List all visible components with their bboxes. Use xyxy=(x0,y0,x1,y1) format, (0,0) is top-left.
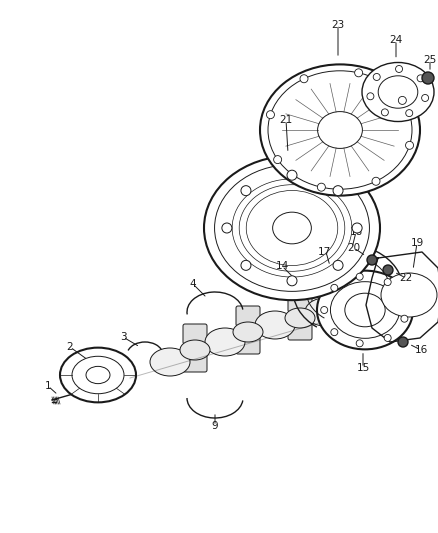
Text: 3: 3 xyxy=(120,332,126,342)
Circle shape xyxy=(355,69,363,77)
Ellipse shape xyxy=(233,322,263,342)
Ellipse shape xyxy=(272,212,311,244)
Ellipse shape xyxy=(285,308,315,328)
FancyBboxPatch shape xyxy=(236,334,260,354)
Circle shape xyxy=(401,315,408,322)
Circle shape xyxy=(318,183,325,191)
Ellipse shape xyxy=(246,190,338,265)
Circle shape xyxy=(384,279,391,286)
Circle shape xyxy=(422,72,434,84)
Polygon shape xyxy=(309,67,371,83)
Text: 17: 17 xyxy=(318,247,331,257)
Ellipse shape xyxy=(215,165,369,292)
Circle shape xyxy=(331,284,338,292)
FancyBboxPatch shape xyxy=(236,306,260,326)
Circle shape xyxy=(406,110,413,117)
Text: 9: 9 xyxy=(212,421,218,431)
Circle shape xyxy=(422,94,429,101)
Ellipse shape xyxy=(260,64,420,196)
Circle shape xyxy=(398,337,408,347)
Circle shape xyxy=(383,265,393,275)
Ellipse shape xyxy=(330,281,399,338)
Circle shape xyxy=(381,109,389,116)
Text: 21: 21 xyxy=(279,115,293,125)
Circle shape xyxy=(367,255,377,265)
Ellipse shape xyxy=(355,286,395,314)
Ellipse shape xyxy=(345,293,385,327)
Ellipse shape xyxy=(381,273,437,317)
Text: 20: 20 xyxy=(347,243,360,253)
Text: 15: 15 xyxy=(357,363,370,373)
Polygon shape xyxy=(375,132,406,175)
Text: 1: 1 xyxy=(45,381,51,391)
Ellipse shape xyxy=(72,356,124,394)
Ellipse shape xyxy=(255,311,295,339)
Ellipse shape xyxy=(337,296,367,316)
Circle shape xyxy=(241,185,251,196)
Text: 19: 19 xyxy=(410,238,424,248)
Circle shape xyxy=(372,177,380,185)
Circle shape xyxy=(300,75,308,83)
Text: 23: 23 xyxy=(332,20,345,30)
Ellipse shape xyxy=(378,76,418,108)
FancyBboxPatch shape xyxy=(340,308,364,328)
Circle shape xyxy=(266,111,275,119)
Ellipse shape xyxy=(150,348,190,376)
Text: 16: 16 xyxy=(414,345,427,355)
Polygon shape xyxy=(273,132,305,175)
FancyBboxPatch shape xyxy=(183,324,207,344)
Ellipse shape xyxy=(204,156,380,300)
Circle shape xyxy=(398,96,406,104)
FancyBboxPatch shape xyxy=(288,320,312,340)
Circle shape xyxy=(287,276,297,286)
Ellipse shape xyxy=(205,328,245,356)
Ellipse shape xyxy=(317,271,413,349)
Circle shape xyxy=(274,156,282,164)
Circle shape xyxy=(406,141,413,149)
Circle shape xyxy=(396,66,403,72)
FancyBboxPatch shape xyxy=(340,280,364,300)
Text: 4: 4 xyxy=(190,279,196,289)
Circle shape xyxy=(222,223,232,233)
Ellipse shape xyxy=(362,62,434,122)
FancyBboxPatch shape xyxy=(288,292,312,312)
Circle shape xyxy=(373,74,380,80)
Circle shape xyxy=(356,340,363,347)
Circle shape xyxy=(384,334,391,342)
Circle shape xyxy=(241,260,251,270)
Text: 25: 25 xyxy=(424,55,437,65)
Ellipse shape xyxy=(305,298,345,326)
Ellipse shape xyxy=(86,366,110,384)
Ellipse shape xyxy=(180,340,210,360)
Circle shape xyxy=(417,75,424,82)
Circle shape xyxy=(352,223,362,233)
Ellipse shape xyxy=(60,348,136,402)
Text: 2: 2 xyxy=(67,342,73,352)
Circle shape xyxy=(287,170,297,180)
Circle shape xyxy=(367,93,374,100)
Circle shape xyxy=(333,260,343,270)
Circle shape xyxy=(333,185,343,196)
Text: 14: 14 xyxy=(276,261,289,271)
Ellipse shape xyxy=(318,111,362,148)
Circle shape xyxy=(356,273,363,280)
FancyBboxPatch shape xyxy=(183,352,207,372)
Ellipse shape xyxy=(239,185,345,271)
Ellipse shape xyxy=(268,71,412,189)
Circle shape xyxy=(321,306,328,313)
Text: 22: 22 xyxy=(399,273,413,283)
Circle shape xyxy=(331,329,338,336)
Text: 24: 24 xyxy=(389,35,403,45)
Ellipse shape xyxy=(232,179,352,277)
Text: 18: 18 xyxy=(350,227,363,237)
